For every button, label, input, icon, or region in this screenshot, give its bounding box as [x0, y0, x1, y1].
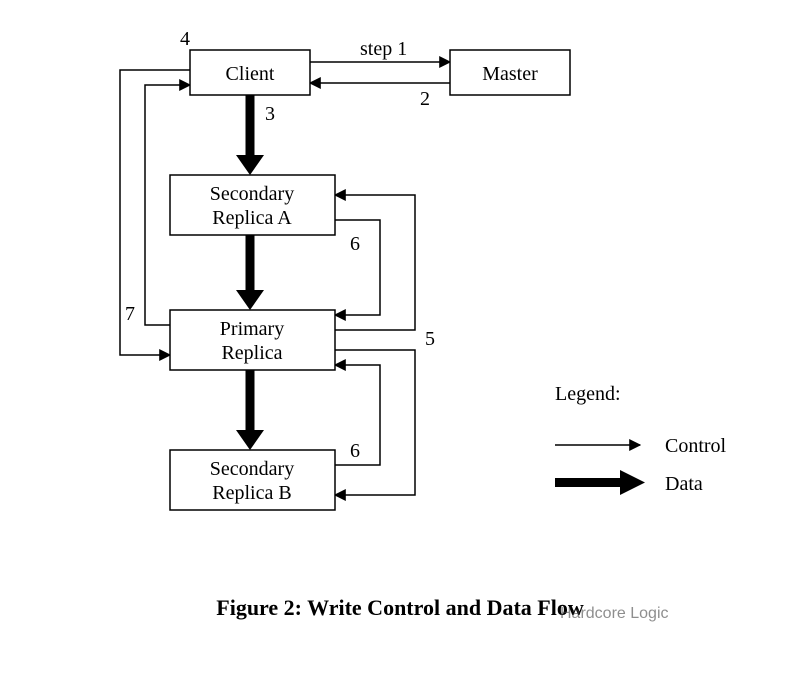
- diagram-canvas: Client Master Secondary Replica A Primar…: [0, 0, 800, 680]
- label-6b: 6: [350, 440, 360, 462]
- label-7: 7: [125, 303, 135, 325]
- legend-control-label: Control: [665, 435, 727, 457]
- watermark-text: Hardcore Logic: [560, 605, 669, 622]
- node-client-label: Client: [226, 63, 275, 85]
- legend: Legend: Control Data: [555, 383, 727, 495]
- label-5: 5: [425, 328, 435, 350]
- node-master: Master: [450, 50, 570, 95]
- legend-data-arrow: [555, 470, 645, 495]
- label-6a: 6: [350, 233, 360, 255]
- legend-data-label: Data: [665, 473, 703, 495]
- data-arrow-repA-to-primary: [236, 235, 264, 310]
- data-arrow-primary-to-repB: [236, 370, 264, 450]
- edge-5-primary-to-repB: [335, 350, 415, 495]
- node-primary-line1: Primary: [220, 318, 284, 340]
- label-4: 4: [180, 28, 190, 50]
- node-client: Client: [190, 50, 310, 95]
- node-repB-line1: Secondary: [210, 458, 294, 480]
- node-primary-line2: Replica: [221, 342, 282, 364]
- legend-title: Legend:: [555, 383, 621, 405]
- figure-caption: Figure 2: Write Control and Data Flow: [216, 595, 584, 620]
- label-step1: step 1: [360, 38, 407, 60]
- node-replica-b: Secondary Replica B: [170, 450, 335, 510]
- node-repA-line1: Secondary: [210, 183, 294, 205]
- node-repB-line2: Replica B: [212, 482, 291, 504]
- node-master-label: Master: [482, 63, 538, 85]
- label-3: 3: [265, 103, 275, 125]
- node-repA-line2: Replica A: [212, 207, 292, 229]
- label-2: 2: [420, 88, 430, 110]
- data-arrow-client-to-repA: [236, 95, 264, 175]
- node-primary: Primary Replica: [170, 310, 335, 370]
- node-replica-a: Secondary Replica A: [170, 175, 335, 235]
- edge-5-primary-to-repA: [335, 195, 415, 330]
